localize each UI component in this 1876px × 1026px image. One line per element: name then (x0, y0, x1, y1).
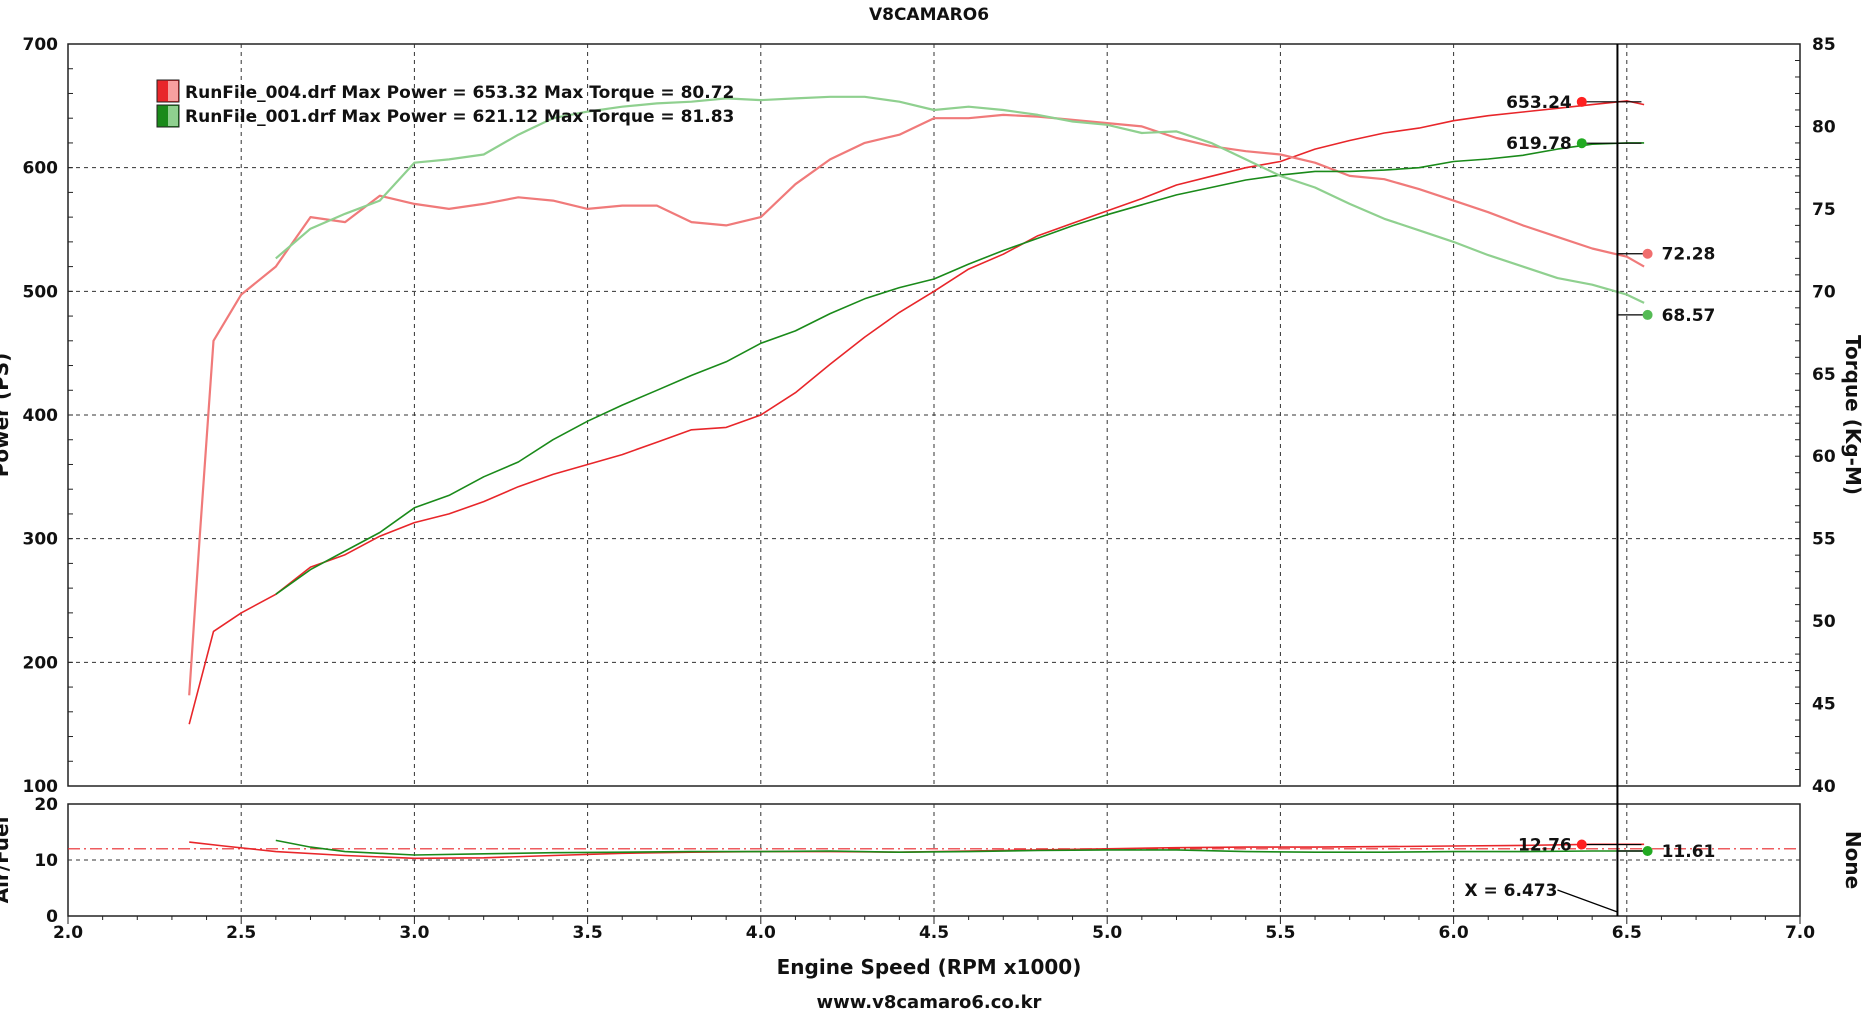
marker-3-dot (1642, 309, 1653, 320)
grid-lines (68, 44, 1800, 916)
y-tick-label-right: 40 (1812, 777, 1836, 797)
afr-marker-0-label: 12.76 (1518, 836, 1572, 856)
afr-axis-title-right: None (1841, 831, 1865, 889)
x-tick-label: 2.0 (53, 923, 83, 943)
y-tick-label-left: 400 (23, 406, 59, 426)
marker-2-dot (1642, 248, 1653, 259)
legend: RunFile_004.drf Max Power = 653.32 Max T… (156, 79, 734, 128)
y-tick-label-left: 500 (23, 282, 59, 302)
y-tick-label-right: 70 (1812, 282, 1836, 302)
y-tick-label-left: 600 (23, 159, 59, 179)
y-tick-label-right: 85 (1812, 35, 1836, 55)
afr-axis-title-left: Air/Fuel (0, 817, 13, 904)
x-tick-label: 3.0 (399, 923, 429, 943)
y-tick-label-right: 80 (1812, 117, 1836, 137)
x-tick-label: 7.0 (1785, 923, 1815, 943)
x-tick-label: 4.5 (919, 923, 949, 943)
afr-marker-1-label: 11.61 (1662, 842, 1716, 862)
cursor-leader (1557, 889, 1618, 913)
y-tick-label-left: 300 (23, 530, 59, 550)
series-line-3 (275, 95, 1645, 304)
x-tick-label: 3.5 (573, 923, 603, 943)
afr-marker-0-dot (1576, 839, 1587, 850)
marker-0-dot (1576, 96, 1587, 107)
chart-title: V8CAMARO6 (869, 5, 989, 25)
afr-marker-1-dot (1642, 845, 1653, 856)
y-tick-label-right: 60 (1812, 447, 1836, 467)
y-tick-label-right: 75 (1812, 200, 1836, 220)
cursor-label: X = 6.473 (1464, 881, 1557, 901)
y-tick-label-right: 50 (1812, 612, 1836, 632)
afr-tick-label: 20 (34, 795, 58, 815)
y-tick-label-left: 100 (23, 777, 59, 797)
marker-2-label: 72.28 (1662, 245, 1716, 265)
x-tick-label: 6.5 (1612, 923, 1642, 943)
tick-labels: 2.0 2.5 3.0 3.5 4.0 4.5 5.0 5.5 6.0 6.5 7.01002003… (23, 35, 1836, 943)
series-line-2 (275, 142, 1645, 595)
x-tick-label: 4.0 (746, 923, 776, 943)
footer-url: www.v8camaro6.co.kr (817, 992, 1042, 1013)
y-tick-label-left: 700 (23, 35, 59, 55)
y-tick-label-left: 200 (23, 653, 59, 673)
x-axis-title: Engine Speed (RPM x1000) (777, 955, 1082, 979)
marker-1-label: 619.78 (1506, 134, 1572, 154)
afr-tick-label: 10 (34, 851, 58, 871)
legend-swatch-run001-light (168, 106, 178, 126)
legend-entry-run004: RunFile_004.drf Max Power = 653.32 Max T… (185, 83, 734, 103)
afr-series-line-1 (275, 839, 1645, 856)
x-tick-label: 5.0 (1092, 923, 1122, 943)
legend-entry-run001: RunFile_001.drf Max Power = 621.12 Max T… (185, 107, 734, 127)
afr-tick-label: 0 (46, 907, 58, 927)
x-tick-label: 6.0 (1439, 923, 1469, 943)
y-axis-title-left: Power (PS) (0, 353, 13, 478)
y-axis-title-right: Torque (Kg-M) (1841, 335, 1865, 495)
y-tick-label-right: 55 (1812, 530, 1836, 550)
series-lines (188, 95, 1645, 860)
marker-3-label: 68.57 (1662, 306, 1716, 326)
x-tick-label: 2.5 (226, 923, 256, 943)
y-tick-label-right: 45 (1812, 695, 1836, 715)
x-tick-label: 5.5 (1265, 923, 1295, 943)
legend-swatch-run004-light (168, 81, 178, 101)
series-line-0 (188, 100, 1645, 725)
marker-0-label: 653.24 (1506, 93, 1572, 113)
marker-1-dot (1576, 138, 1587, 149)
y-tick-label-right: 65 (1812, 365, 1836, 385)
series-line-1 (188, 113, 1645, 696)
value-markers: 653.24 619.78 72.28 68.57 12.76 11.61 (1506, 93, 1715, 862)
